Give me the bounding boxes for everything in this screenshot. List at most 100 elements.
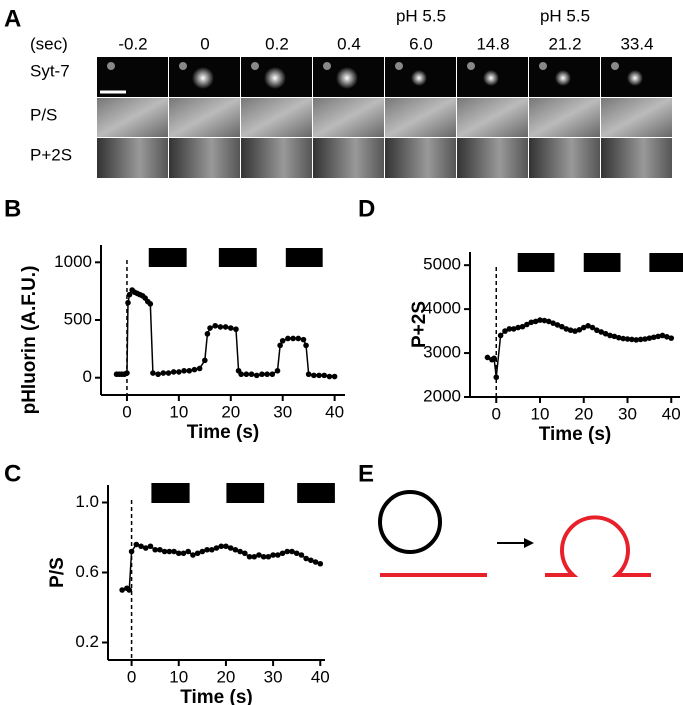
data-point xyxy=(637,336,644,343)
x-tick-label: 30 xyxy=(264,667,283,686)
data-point xyxy=(194,550,201,557)
x-axis-label: Time (s) xyxy=(180,687,253,705)
image-tile xyxy=(601,98,672,137)
data-point xyxy=(541,317,548,324)
data-point xyxy=(223,543,229,550)
x-tick-label: 30 xyxy=(273,402,292,421)
data-point xyxy=(279,337,286,344)
data-point xyxy=(246,553,253,560)
data-point xyxy=(559,323,565,330)
panel-label: C xyxy=(4,460,21,487)
data-point xyxy=(126,587,133,593)
data-point xyxy=(311,372,317,379)
image-tile xyxy=(241,138,312,178)
data-point xyxy=(506,326,513,332)
data-point xyxy=(264,371,270,378)
x-axis-label: Time (s) xyxy=(187,422,260,443)
data-point xyxy=(550,320,556,326)
data-point xyxy=(326,373,333,380)
image-tile xyxy=(601,138,672,178)
data-point xyxy=(175,550,182,557)
data-point xyxy=(133,541,140,548)
data-point xyxy=(300,336,307,343)
image-tile xyxy=(529,98,600,137)
data-point xyxy=(633,337,640,343)
time-label: 0.4 xyxy=(337,34,361,53)
data-point xyxy=(515,324,521,331)
acid-bar xyxy=(285,248,323,267)
image-spot xyxy=(323,62,331,70)
data-point xyxy=(253,372,260,379)
image-spot xyxy=(411,70,427,86)
image-tile xyxy=(97,138,168,178)
data-point xyxy=(510,326,517,332)
image-spot xyxy=(483,70,499,86)
data-point xyxy=(668,335,675,341)
data-point xyxy=(289,548,295,555)
data-point xyxy=(274,367,281,374)
x-tick-label: 0 xyxy=(492,404,501,423)
data-point xyxy=(519,323,526,330)
data-point xyxy=(238,371,244,378)
x-axis-label: Time (s) xyxy=(539,424,612,445)
acid-bar xyxy=(148,248,187,267)
data-point xyxy=(284,548,291,555)
x-tick-label: 10 xyxy=(169,667,188,686)
data-point xyxy=(602,330,609,337)
data-point xyxy=(204,331,211,337)
data-point xyxy=(199,548,206,555)
y-tick-label: 0.6 xyxy=(75,562,99,581)
data-point xyxy=(594,327,600,334)
data-point xyxy=(305,371,312,378)
data-point xyxy=(147,301,154,307)
x-tick-label: 40 xyxy=(311,667,330,686)
y-tick-label: 0 xyxy=(83,367,92,386)
data-point xyxy=(624,336,631,342)
ph-label: pH 5.5 xyxy=(540,6,590,25)
image-spot xyxy=(179,62,187,70)
data-point xyxy=(155,371,161,378)
x-tick-label: 0 xyxy=(122,402,131,421)
data-point xyxy=(269,371,276,378)
data-point xyxy=(629,336,635,343)
image-spot xyxy=(539,62,547,70)
data-point xyxy=(150,370,156,376)
y-tick-label: 3000 xyxy=(423,343,461,362)
data-point xyxy=(181,367,187,374)
data-point xyxy=(270,552,276,558)
image-tile xyxy=(169,98,240,137)
x-tick-label: 20 xyxy=(221,402,240,421)
data-point xyxy=(620,335,626,342)
x-tick-label: 40 xyxy=(325,402,344,421)
data-point xyxy=(293,550,300,557)
data-point xyxy=(125,299,131,306)
data-point xyxy=(180,550,187,557)
image-tile xyxy=(457,138,528,178)
data-point xyxy=(208,546,215,553)
time-label: 21.2 xyxy=(548,34,581,53)
data-point xyxy=(217,324,224,330)
y-tick-label: 1000 xyxy=(54,252,92,271)
data-point xyxy=(166,548,173,555)
data-point xyxy=(191,366,198,373)
data-point xyxy=(186,367,193,374)
data-point xyxy=(303,555,309,562)
image-spot xyxy=(264,67,286,89)
time-label: 6.0 xyxy=(409,34,433,53)
row-label: P+2S xyxy=(30,145,72,164)
y-tick-label: 0.2 xyxy=(75,632,99,651)
data-point xyxy=(642,336,648,342)
y-axis-label: P+2S xyxy=(409,301,430,348)
data-point xyxy=(218,543,225,550)
y-tick-label: 4000 xyxy=(423,299,461,318)
panel-label: B xyxy=(4,195,21,222)
image-spot xyxy=(395,62,403,70)
data-point xyxy=(128,548,135,555)
panel-label: D xyxy=(358,195,375,222)
image-tile xyxy=(241,98,312,137)
data-point xyxy=(611,333,618,340)
data-point xyxy=(528,319,535,326)
image-tile xyxy=(385,138,456,178)
data-point xyxy=(243,371,250,378)
